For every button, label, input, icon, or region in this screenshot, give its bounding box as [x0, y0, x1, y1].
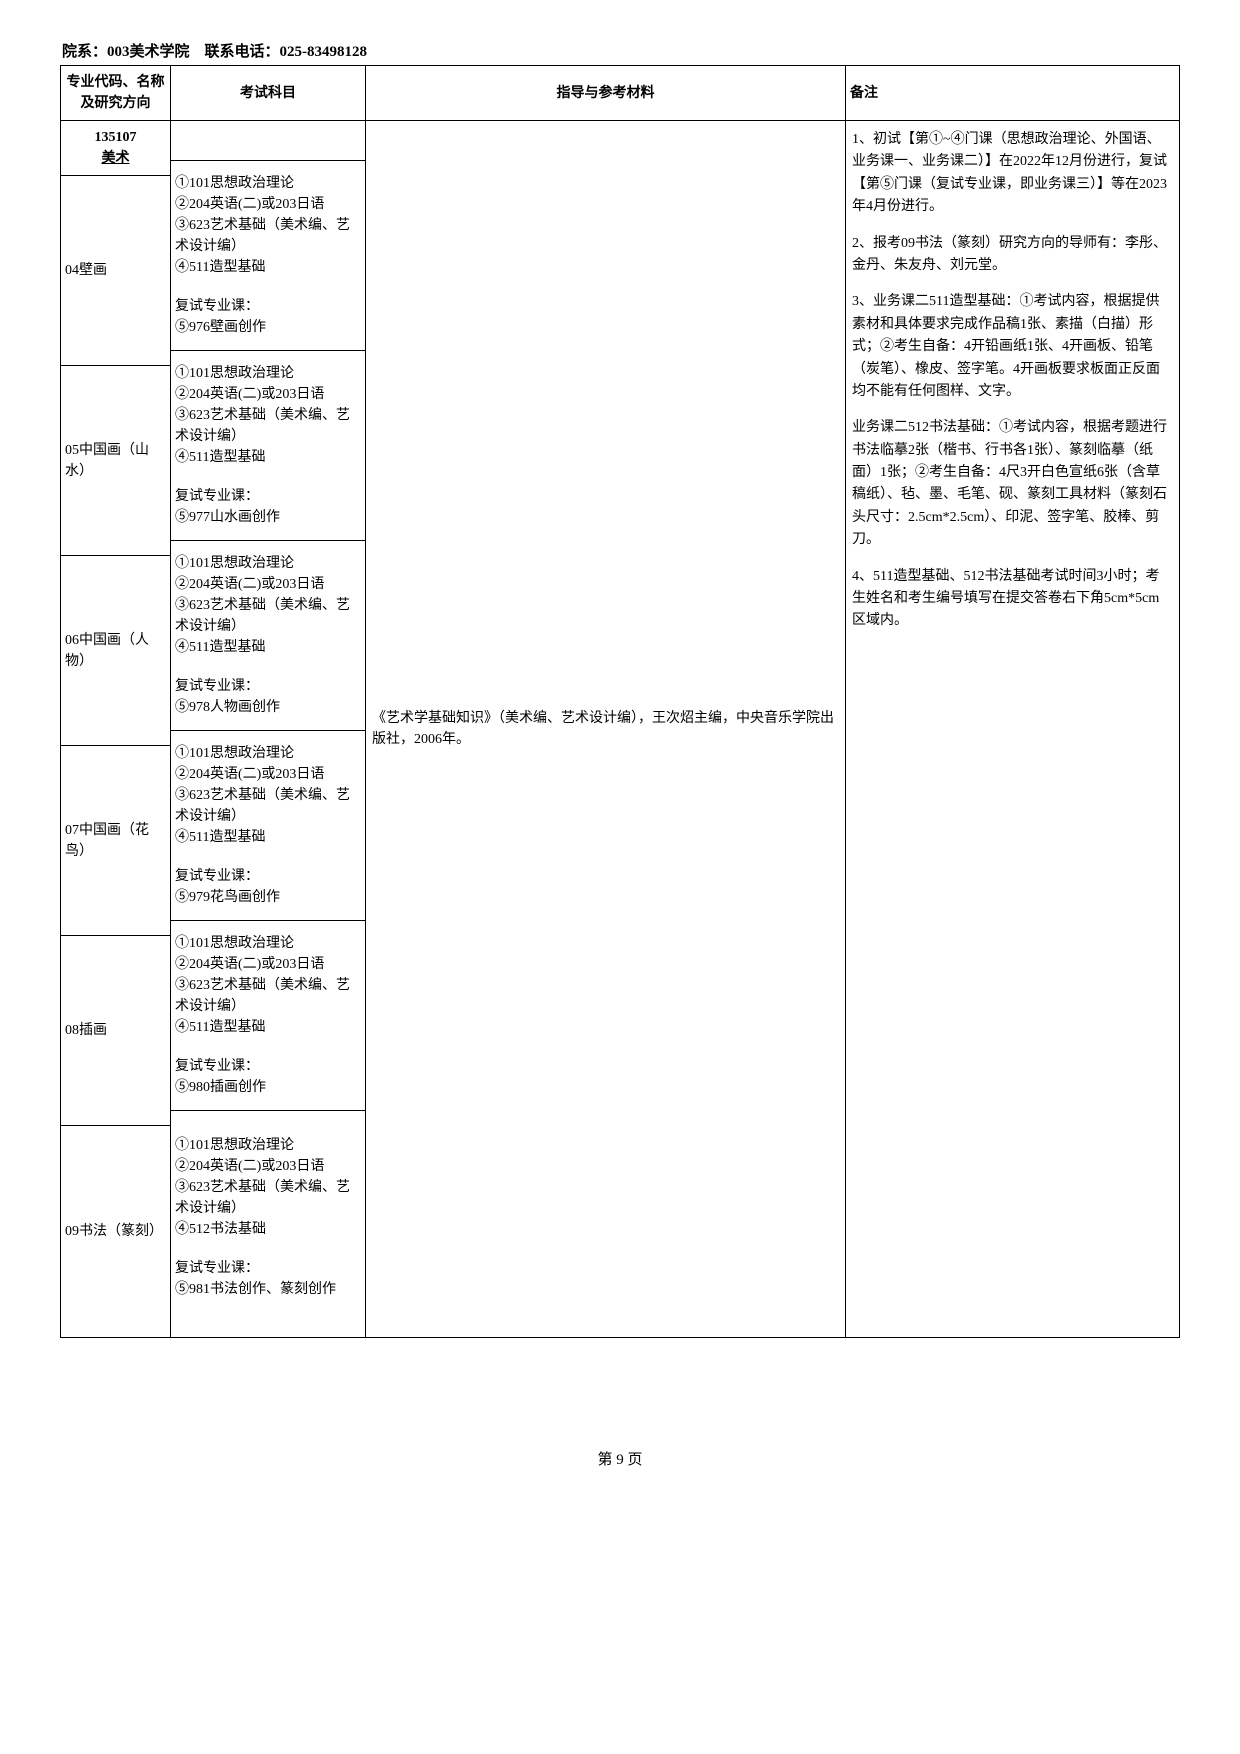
- exam-block: ①101思想政治理论 ②204英语(二)或203日语 ③623艺术基础（美术编、…: [171, 1111, 365, 1323]
- col-header-ref: 指导与参考材料: [366, 66, 846, 121]
- exam-retest: 复试专业课： ⑤976壁画创作: [175, 296, 361, 338]
- note-3: 3、业务课二511造型基础：①考试内容，根据提供素材和具体要求完成作品稿1张、素…: [852, 291, 1173, 403]
- col-header-major: 专业代码、名称 及研究方向: [61, 66, 171, 121]
- exam-initial: ①101思想政治理论 ②204英语(二)或203日语 ③623艺术基础（美术编、…: [175, 1135, 361, 1240]
- direction-label: 08插画: [61, 936, 171, 1126]
- exam-initial: ①101思想政治理论 ②204英语(二)或203日语 ③623艺术基础（美术编、…: [175, 173, 361, 278]
- exam-retest: 复试专业课： ⑤981书法创作、篆刻创作: [175, 1258, 361, 1300]
- direction-label: 04壁画: [61, 176, 171, 366]
- exam-initial: ①101思想政治理论 ②204英语(二)或203日语 ③623艺术基础（美术编、…: [175, 553, 361, 658]
- exam-block: ①101思想政治理论 ②204英语(二)或203日语 ③623艺术基础（美术编、…: [171, 921, 365, 1111]
- page-footer: 第 9 页: [60, 1448, 1180, 1469]
- direction-label: 06中国画（人物）: [61, 556, 171, 746]
- major-code: 135107: [65, 127, 166, 148]
- exam-initial: ①101思想政治理论 ②204英语(二)或203日语 ③623艺术基础（美术编、…: [175, 363, 361, 468]
- table-header-row: 专业代码、名称 及研究方向 考试科目 指导与参考材料 备注: [61, 66, 1180, 121]
- direction-label: 07中国画（花鸟）: [61, 746, 171, 936]
- exam-initial: ①101思想政治理论 ②204英语(二)或203日语 ③623艺术基础（美术编、…: [175, 743, 361, 848]
- notes-cell: 1、初试【第①~④门课（思想政治理论、外国语、业务课一、业务课二）】在2022年…: [846, 121, 1180, 1338]
- reference-cell: 《艺术学基础知识》（美术编、艺术设计编），王次炤主编，中央音乐学院出版社，200…: [366, 121, 846, 1338]
- exam-block: ①101思想政治理论 ②204英语(二)或203日语 ③623艺术基础（美术编、…: [171, 541, 365, 731]
- exam-block: ①101思想政治理论 ②204英语(二)或203日语 ③623艺术基础（美术编、…: [171, 731, 365, 921]
- note-1: 1、初试【第①~④门课（思想政治理论、外国语、业务课一、业务课二）】在2022年…: [852, 129, 1173, 219]
- exam-block: ①101思想政治理论 ②204英语(二)或203日语 ③623艺术基础（美术编、…: [171, 351, 365, 541]
- major-header-row: 135107 美术 ①101思想政治理论 ②204英语(二)或203日语 ③62…: [61, 121, 1180, 176]
- direction-label: 09书法（篆刻）: [61, 1126, 171, 1338]
- note-5: 4、511造型基础、512书法基础考试时间3小时；考生姓名和考生编号填写在提交答…: [852, 566, 1173, 633]
- note-4: 业务课二512书法基础：①考试内容，根据考题进行书法临摹2张（楷书、行书各1张）…: [852, 417, 1173, 551]
- exam-block: ①101思想政治理论 ②204英语(二)或203日语 ③623艺术基础（美术编、…: [171, 161, 365, 351]
- exam-column-container: ①101思想政治理论 ②204英语(二)或203日语 ③623艺术基础（美术编、…: [171, 121, 366, 1338]
- exam-retest: 复试专业课： ⑤977山水画创作: [175, 486, 361, 528]
- col-header-exam: 考试科目: [171, 66, 366, 121]
- dept-header: 院系：003美术学院 联系电话：025-83498128: [60, 40, 1180, 61]
- program-table: 专业代码、名称 及研究方向 考试科目 指导与参考材料 备注 135107 美术 …: [60, 65, 1180, 1338]
- reference-text: 《艺术学基础知识》（美术编、艺术设计编），王次炤主编，中央音乐学院出版社，200…: [372, 711, 834, 747]
- major-name: 美术: [65, 148, 166, 169]
- note-2: 2、报考09书法（篆刻）研究方向的导师有：李彤、金丹、朱友舟、刘元堂。: [852, 233, 1173, 278]
- major-code-name: 135107 美术: [61, 121, 171, 176]
- col-header-notes: 备注: [846, 66, 1180, 121]
- direction-label: 05中国画（山水）: [61, 366, 171, 556]
- exam-retest: 复试专业课： ⑤980插画创作: [175, 1056, 361, 1098]
- exam-retest: 复试专业课： ⑤979花鸟画创作: [175, 866, 361, 908]
- exam-initial: ①101思想政治理论 ②204英语(二)或203日语 ③623艺术基础（美术编、…: [175, 933, 361, 1038]
- exam-retest: 复试专业课： ⑤978人物画创作: [175, 676, 361, 718]
